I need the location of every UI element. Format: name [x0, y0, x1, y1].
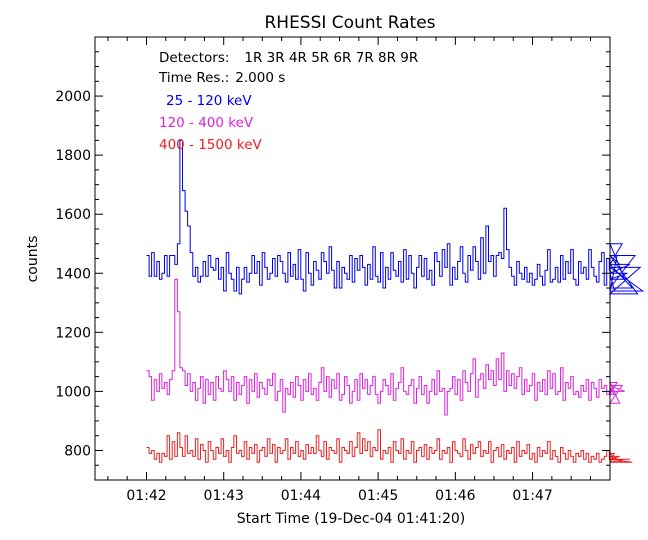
x-axis-label: Start Time (19-Dec-04 01:41:20) [237, 511, 465, 527]
y-tick-label: 2000 [55, 89, 91, 105]
chart-title: RHESSI Count Rates [264, 13, 435, 33]
detectors-label: Detectors: [159, 50, 229, 66]
series-line-1 [146, 139, 645, 295]
axis-tick-labels: 800 1000 1200 1400 1600 1800 2000 01:42 01:43 01:… [55, 89, 552, 504]
legend-entry-1: 25 - 120 keV [166, 93, 252, 109]
x-tick-label: 01:45 [358, 488, 398, 504]
series-line-3 [146, 429, 633, 463]
y-tick-label: 1400 [55, 266, 91, 282]
x-tick-label: 01:42 [126, 488, 166, 504]
y-tick-label: 800 [64, 443, 91, 459]
y-tick-label: 1800 [55, 148, 91, 164]
legend: 25 - 120 keV 120 - 400 keV 400 - 1500 keV [159, 93, 263, 153]
time-resolution-annotation: Time Res.: 2.000 s [158, 70, 285, 86]
y-tick-label: 1200 [55, 325, 91, 341]
time-resolution-label: Time Res.: [158, 70, 229, 86]
x-tick-label: 01:44 [281, 488, 321, 504]
time-resolution-value: 2.000 s [235, 70, 285, 86]
axis-ticks [95, 37, 610, 481]
y-tick-label: 1600 [55, 207, 91, 223]
detectors-value: 1R 3R 4R 5R 6R 7R 8R 9R [244, 50, 418, 66]
x-tick-label: 01:46 [435, 488, 475, 504]
plot-area: 800 1000 1200 1400 1600 1800 2000 01:42 01:43 01:… [55, 36, 645, 504]
y-axis-label: counts [25, 236, 41, 283]
y-tick-label: 1000 [55, 384, 91, 400]
series-line-2 [146, 278, 625, 416]
x-tick-label: 01:43 [204, 488, 244, 504]
legend-entry-2: 120 - 400 keV [159, 115, 254, 131]
x-tick-label: 01:47 [512, 488, 552, 504]
series-group [146, 139, 645, 463]
annotation-block: Detectors: 1R 3R 4R 5R 6R 7R 8R 9R Time R… [158, 50, 418, 86]
legend-entry-3: 400 - 1500 keV [159, 137, 263, 153]
detectors-annotation: Detectors: 1R 3R 4R 5R 6R 7R 8R 9R [159, 50, 418, 66]
